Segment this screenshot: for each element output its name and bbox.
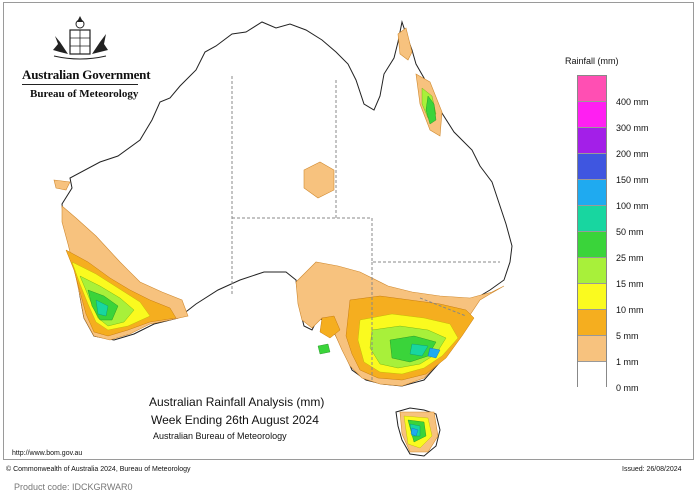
bureau-title: Bureau of Meteorology [30, 88, 139, 100]
legend-swatch [578, 362, 606, 388]
map-organisation: Australian Bureau of Meteorology [153, 431, 287, 441]
legend-scale [577, 75, 607, 388]
state-borders [231, 76, 500, 380]
legend-swatch [578, 336, 606, 362]
australia-rainfall-map [53, 20, 513, 457]
legend-label: 300 mm [616, 123, 649, 133]
legend-swatch [578, 258, 606, 284]
legend-label: 150 mm [616, 175, 649, 185]
legend-label: 200 mm [616, 149, 649, 159]
map-subtitle: Week Ending 26th August 2024 [151, 413, 319, 427]
legend-swatch [578, 154, 606, 180]
legend-label: 15 mm [616, 279, 644, 289]
legend-title: Rainfall (mm) [565, 56, 619, 66]
legend-swatch [578, 284, 606, 310]
legend-label: 50 mm [616, 227, 644, 237]
legend-swatch [578, 180, 606, 206]
product-code: Product code: IDCKGRWAR0 [14, 482, 133, 492]
legend-swatch [578, 310, 606, 336]
legend-swatch [578, 232, 606, 258]
legend-label: 5 mm [616, 331, 639, 341]
copyright-notice: © Commonwealth of Australia 2024, Bureau… [6, 466, 191, 473]
government-title: Australian Government [22, 67, 151, 82]
issued-date: Issued: 26/08/2024 [622, 466, 682, 473]
rainfall-100mm-areas [410, 347, 441, 437]
coat-of-arms-icon [53, 16, 108, 60]
map-title: Australian Rainfall Analysis (mm) [149, 395, 325, 409]
header-divider [22, 84, 138, 85]
legend-label: 400 mm [616, 97, 649, 107]
legend-swatch [578, 76, 606, 102]
legend-swatch [578, 102, 606, 128]
legend-label: 0 mm [616, 383, 639, 393]
legend-swatch [578, 128, 606, 154]
legend-label: 25 mm [616, 253, 644, 263]
legend-swatch [578, 206, 606, 232]
legend-label: 1 mm [616, 357, 639, 367]
legend-label: 100 mm [616, 201, 649, 211]
legend-label: 10 mm [616, 305, 644, 315]
website-link[interactable]: http://www.bom.gov.au [12, 450, 83, 457]
